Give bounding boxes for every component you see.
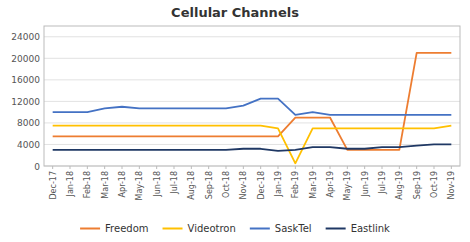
x-tick [451, 166, 452, 169]
x-tick-label: Jan-19 [274, 171, 283, 197]
x-tick [260, 166, 261, 169]
x-tick-label: Jul-18 [170, 171, 179, 195]
x-tick [382, 166, 383, 169]
y-tick-label: 4000 [17, 140, 40, 150]
x-tick [364, 166, 365, 169]
grid [44, 37, 460, 166]
legend-item: SaskTel [250, 223, 312, 234]
x-tick-label: Nov-18 [239, 171, 248, 199]
legend-label: Eastlink [351, 223, 390, 234]
legend-swatch [163, 228, 183, 230]
x-tick [312, 166, 313, 169]
x-tick-label: Dec-17 [49, 171, 58, 200]
x-tick [295, 166, 296, 169]
lines [53, 53, 452, 163]
x-tick [156, 166, 157, 169]
x-tick [226, 166, 227, 169]
legend-swatch [80, 228, 100, 230]
x-tick-label: Oct-18 [222, 171, 231, 198]
x-tick-label: Dec-18 [257, 171, 266, 200]
x-tick-label: Nov-19 [447, 171, 456, 199]
x-tick [52, 166, 53, 169]
y-tick-label: 16000 [11, 75, 40, 85]
y-tick-label: 8000 [17, 118, 40, 128]
x-tick [122, 166, 123, 169]
x-tick-label: Aug-19 [395, 171, 404, 200]
title: Cellular Channels [171, 5, 299, 20]
series-line [53, 144, 452, 150]
x-tick-label: Jun-19 [361, 171, 370, 198]
x-tick [434, 166, 435, 169]
x-tick-label: Oct-19 [430, 171, 439, 198]
legend-label: Freedom [105, 223, 148, 234]
x-tick-label: Mar-18 [101, 171, 110, 199]
x-tick [278, 166, 279, 169]
y-tick-label: 12000 [11, 97, 40, 107]
grid-line [44, 58, 460, 59]
x-tick-label: May-18 [135, 171, 144, 200]
legend-item: Freedom [80, 223, 148, 234]
legend-label: Videotron [188, 223, 236, 234]
x-tick-label: Apr-19 [326, 171, 335, 197]
plot-frame [44, 26, 460, 166]
x-tick-label: Jul-19 [378, 171, 387, 195]
x-tick [139, 166, 140, 169]
y-tick-label: 0 [34, 162, 40, 172]
x-tick-label: Jun-18 [153, 171, 162, 198]
x-tick [416, 166, 417, 169]
y-tick-label: 20000 [11, 54, 40, 64]
y-tick-label: 24000 [11, 32, 40, 42]
x-tick-label: Aug-18 [187, 171, 196, 200]
x-tick [70, 166, 71, 169]
legend-item: Videotron [163, 223, 236, 234]
x-tick [208, 166, 209, 169]
x-tick [87, 166, 88, 169]
legend-swatch [250, 228, 270, 230]
x-tick [104, 166, 105, 169]
x-tick-label: Sep-18 [205, 171, 214, 199]
series-line [53, 99, 452, 115]
legend-item: Eastlink [326, 223, 390, 234]
grid-line [44, 36, 460, 37]
grid-line [44, 122, 460, 123]
legend-swatch [326, 228, 346, 230]
grid-line [44, 79, 460, 80]
x-tick [174, 166, 175, 169]
x-tick-label: Sep-19 [413, 171, 422, 199]
x-tick [399, 166, 400, 169]
x-tick-label: Feb-19 [291, 171, 300, 198]
legend: Freedom Videotron SaskTel Eastlink [80, 223, 390, 234]
x-tick [243, 166, 244, 169]
series-line [53, 126, 452, 164]
x-tick [330, 166, 331, 169]
x-tick [347, 166, 348, 169]
x-tick-label: May-19 [343, 171, 352, 200]
series-line [53, 53, 452, 150]
x-tick-label: Jan-18 [66, 171, 75, 197]
chart: Cellular Channels 0 4000 8000 12000 16000 2000… [0, 0, 470, 242]
grid-line [44, 144, 460, 145]
legend-label: SaskTel [275, 223, 312, 234]
x-tick-label: Apr-18 [118, 171, 127, 197]
x-tick-label: Feb-18 [83, 171, 92, 198]
x-tick-label: Mar-19 [309, 171, 318, 199]
x-tick [191, 166, 192, 169]
